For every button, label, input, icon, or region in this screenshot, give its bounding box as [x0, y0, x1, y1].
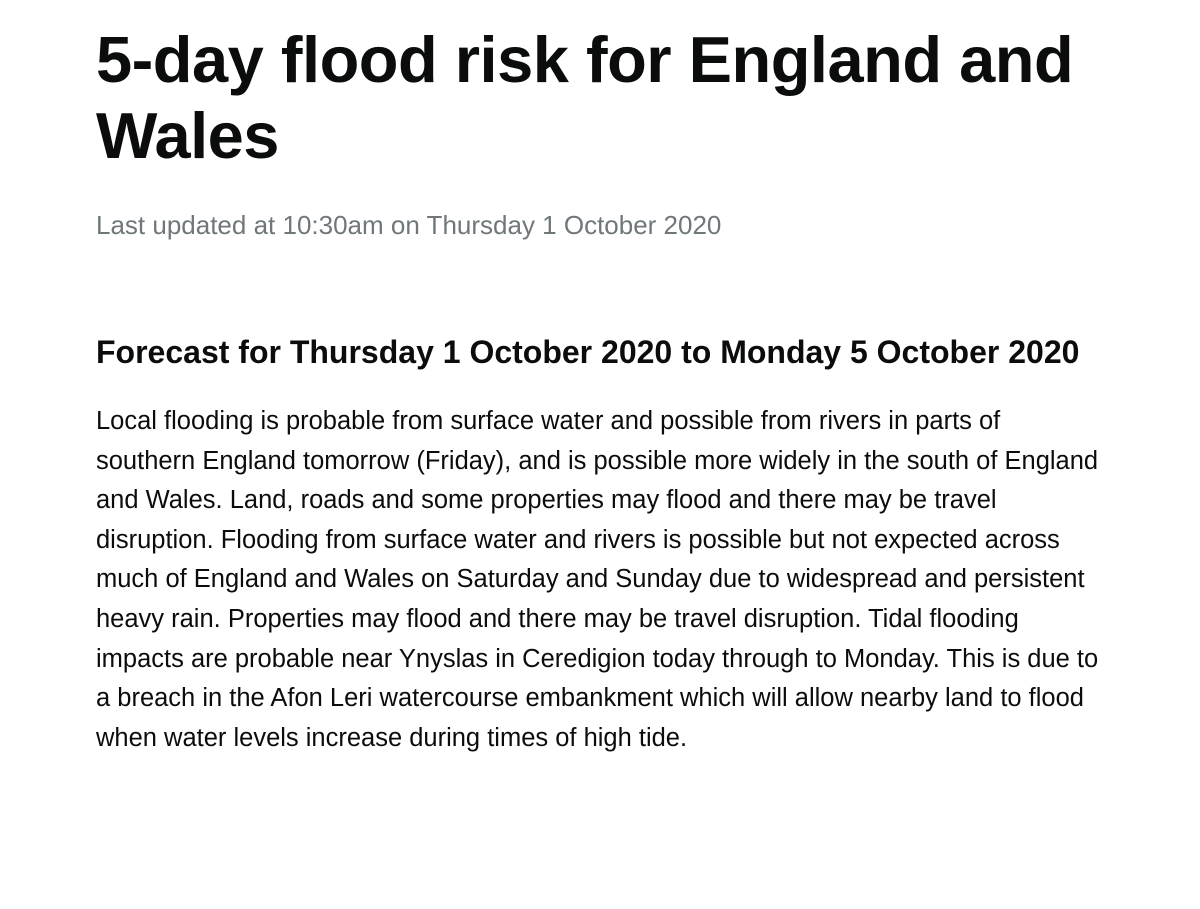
page-title: 5-day flood risk for England and Wales	[96, 23, 1074, 172]
last-updated-timestamp: Last updated at 10:30am on Thursday 1 Oc…	[96, 210, 722, 240]
forecast-summary: Local flooding is probable from surface …	[96, 407, 1099, 752]
forecast-heading: Forecast for Thursday 1 October 2020 to …	[96, 334, 1080, 370]
main-content: 5-day flood risk for England and Wales L…	[96, 0, 1106, 758]
